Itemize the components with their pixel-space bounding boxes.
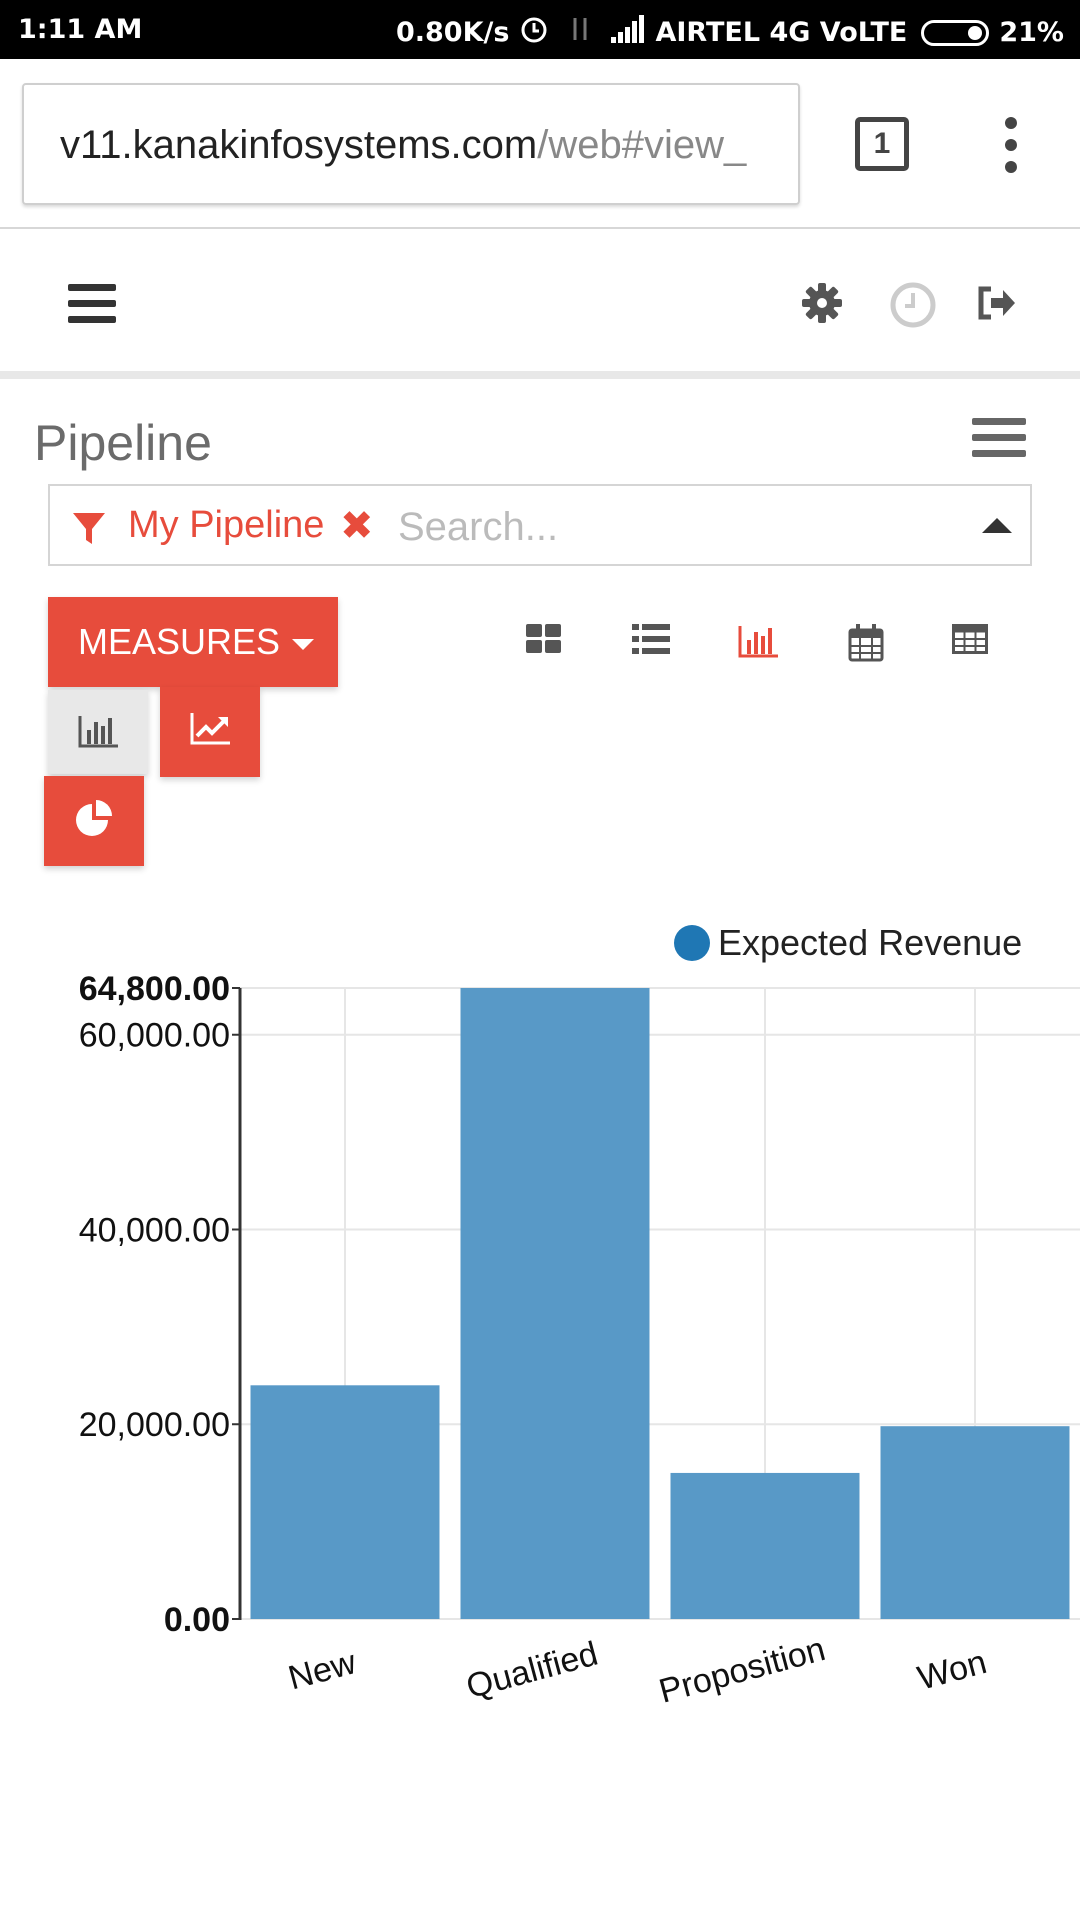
bar-proposition <box>670 1472 860 1619</box>
filter-icon <box>72 510 106 546</box>
bar-chart: 0.00 20,000.00 40,000.00 60,000.00 64,800.00… <box>0 900 1080 1760</box>
line-chart-icon <box>190 713 230 745</box>
pivot-view-icon[interactable] <box>952 624 992 660</box>
y-tick-label: 60,000.00 <box>79 1017 230 1055</box>
caret-down-icon <box>292 638 315 650</box>
address-bar[interactable]: v11.kanakinfosystems.com/web#view_ <box>22 83 800 205</box>
url-path: /web#view_ <box>537 123 747 167</box>
search-facet-label: My Pipeline <box>128 504 325 546</box>
network-speed: 0.80K/s <box>395 17 510 48</box>
chart-canvas: 0.00 20,000.00 40,000.00 60,000.00 64,800.00… <box>79 970 1080 1711</box>
bar-won <box>880 1426 1070 1619</box>
y-tick-label: 40,000.00 <box>79 1211 230 1249</box>
line-chart-button[interactable] <box>160 687 260 777</box>
tab-switcher-button[interactable]: 1 <box>855 117 909 171</box>
bar-chart-icon <box>78 716 118 748</box>
y-tick-label: 0.00 <box>164 1601 230 1639</box>
search-bar: My Pipeline ✖ <box>48 484 1032 566</box>
carrier-label: AIRTEL 4G VoLTE <box>655 17 908 48</box>
url-text: v11.kanakinfosystems.com/web#view_ <box>60 123 746 168</box>
graph-view-icon[interactable] <box>738 624 778 660</box>
kanban-view-icon[interactable] <box>526 624 566 660</box>
x-tick-label: New <box>284 1643 360 1697</box>
x-tick-label: Qualified <box>462 1635 601 1706</box>
logout-icon[interactable] <box>973 281 1017 325</box>
control-panel-menu-icon[interactable] <box>972 418 1026 462</box>
app-header <box>0 231 1080 379</box>
data-transfer-icon <box>569 14 591 51</box>
url-host: v11.kanakinfosystems.com <box>60 123 538 167</box>
app-menu-icon[interactable] <box>68 284 116 324</box>
settings-gear-icon[interactable] <box>800 281 844 325</box>
signal-icon <box>611 15 645 50</box>
search-options-toggle-icon[interactable] <box>982 518 1012 533</box>
legend-swatch <box>674 925 710 961</box>
chart-legend[interactable]: Expected Revenue <box>674 922 1023 963</box>
legend-label: Expected Revenue <box>718 922 1023 963</box>
battery-percent: 21% <box>999 17 1064 48</box>
status-right: 0.80K/s AIRTEL 4G VoLTE 21% <box>396 14 1064 51</box>
alarm-icon <box>519 14 549 51</box>
y-tick-label: 20,000.00 <box>79 1406 230 1444</box>
status-time: 1:11 AM <box>18 14 143 45</box>
browser-menu-icon[interactable] <box>1000 117 1022 173</box>
bar-chart-button[interactable] <box>48 690 148 774</box>
bar-qualified <box>460 988 650 1619</box>
remove-facet-icon[interactable]: ✖ <box>340 504 374 548</box>
activity-clock-icon[interactable] <box>889 281 936 328</box>
pie-chart-icon <box>76 800 112 836</box>
search-input[interactable] <box>398 502 958 552</box>
measures-label: MEASURES <box>78 621 281 662</box>
pie-chart-button[interactable] <box>44 776 144 866</box>
measures-button[interactable]: MEASURES <box>48 597 338 687</box>
x-tick-label: Won <box>914 1643 991 1698</box>
list-view-icon[interactable] <box>632 624 672 660</box>
page-title: Pipeline <box>34 415 212 471</box>
y-tick-label: 64,800.00 <box>79 970 230 1008</box>
x-tick-label: Proposition <box>655 1630 829 1711</box>
bar-new <box>250 1385 440 1619</box>
status-bar: 1:11 AM 0.80K/s AIRTEL 4G VoLTE 21% <box>0 0 1080 59</box>
battery-icon <box>921 19 990 46</box>
browser-toolbar: v11.kanakinfosystems.com/web#view_ 1 <box>0 59 1080 229</box>
calendar-view-icon[interactable] <box>848 624 888 662</box>
